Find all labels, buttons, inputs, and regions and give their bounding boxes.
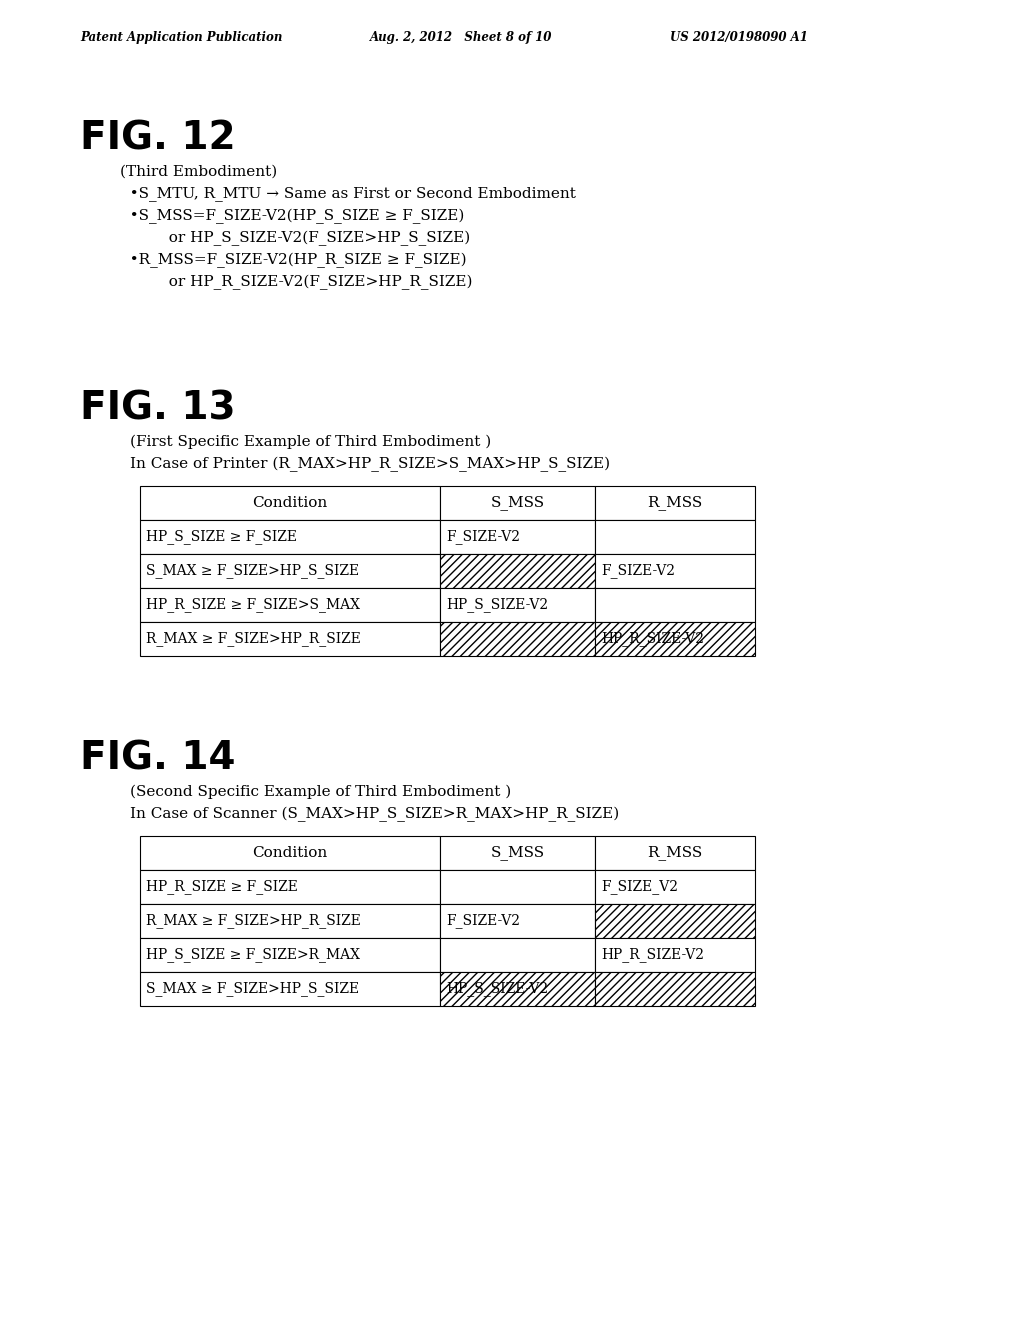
Text: Aug. 2, 2012   Sheet 8 of 10: Aug. 2, 2012 Sheet 8 of 10	[370, 32, 552, 45]
Text: S_MAX ≥ F_SIZE>HP_S_SIZE: S_MAX ≥ F_SIZE>HP_S_SIZE	[146, 564, 359, 578]
Text: FIG. 12: FIG. 12	[80, 120, 236, 158]
Text: F_SIZE-V2: F_SIZE-V2	[446, 913, 520, 928]
Bar	[595, 904, 755, 939]
Text: HP_R_SIZE ≥ F_SIZE>S_MAX: HP_R_SIZE ≥ F_SIZE>S_MAX	[146, 598, 360, 612]
Bar	[440, 870, 595, 904]
Text: R_MSS: R_MSS	[647, 846, 702, 861]
Text: S_MAX ≥ F_SIZE>HP_S_SIZE: S_MAX ≥ F_SIZE>HP_S_SIZE	[146, 982, 359, 997]
Bar	[595, 939, 755, 972]
Text: FIG. 13: FIG. 13	[80, 389, 236, 428]
Text: Condition: Condition	[252, 496, 328, 510]
Bar	[440, 836, 595, 870]
Text: F_SIZE-V2: F_SIZE-V2	[601, 564, 675, 578]
Text: •S_MSS=F_SIZE-V2(HP_S_SIZE ≥ F_SIZE): •S_MSS=F_SIZE-V2(HP_S_SIZE ≥ F_SIZE)	[120, 209, 464, 223]
Bar	[595, 554, 755, 587]
Text: HP_S_SIZE-V2: HP_S_SIZE-V2	[446, 982, 548, 997]
Bar	[595, 972, 755, 1006]
Text: •S_MTU, R_MTU → Same as First or Second Embodiment: •S_MTU, R_MTU → Same as First or Second …	[120, 186, 575, 202]
Text: Patent Application Publication: Patent Application Publication	[80, 32, 283, 45]
Text: In Case of Scanner (S_MAX>HP_S_SIZE>R_MAX>HP_R_SIZE): In Case of Scanner (S_MAX>HP_S_SIZE>R_MA…	[130, 807, 620, 821]
Bar	[440, 622, 595, 656]
Text: HP_S_SIZE ≥ F_SIZE>R_MAX: HP_S_SIZE ≥ F_SIZE>R_MAX	[146, 948, 360, 962]
Bar	[440, 939, 595, 972]
Text: US 2012/0198090 A1: US 2012/0198090 A1	[670, 32, 808, 45]
Text: •R_MSS=F_SIZE-V2(HP_R_SIZE ≥ F_SIZE): •R_MSS=F_SIZE-V2(HP_R_SIZE ≥ F_SIZE)	[120, 252, 467, 268]
Text: HP_R_SIZE-V2: HP_R_SIZE-V2	[601, 948, 705, 962]
Bar	[595, 622, 755, 656]
Text: R_MSS: R_MSS	[647, 495, 702, 511]
Bar	[140, 939, 440, 972]
Text: R_MAX ≥ F_SIZE>HP_R_SIZE: R_MAX ≥ F_SIZE>HP_R_SIZE	[146, 913, 360, 928]
Bar	[140, 622, 440, 656]
Text: F_SIZE-V2: F_SIZE-V2	[446, 529, 520, 544]
Bar	[140, 904, 440, 939]
Text: or HP_S_SIZE-V2(F_SIZE>HP_S_SIZE): or HP_S_SIZE-V2(F_SIZE>HP_S_SIZE)	[120, 231, 470, 246]
Text: (Third Embodiment): (Third Embodiment)	[120, 165, 278, 180]
Text: FIG. 14: FIG. 14	[80, 741, 236, 777]
Text: In Case of Printer (R_MAX>HP_R_SIZE>S_MAX>HP_S_SIZE): In Case of Printer (R_MAX>HP_R_SIZE>S_MA…	[130, 457, 610, 471]
Bar	[595, 836, 755, 870]
Text: (Second Specific Example of Third Embodiment ): (Second Specific Example of Third Embodi…	[130, 785, 511, 799]
Text: S_MSS: S_MSS	[490, 846, 545, 861]
Bar	[140, 870, 440, 904]
Bar	[440, 972, 595, 1006]
Text: (First Specific Example of Third Embodiment ): (First Specific Example of Third Embodim…	[130, 434, 492, 449]
Bar	[140, 587, 440, 622]
Bar	[440, 486, 595, 520]
Bar	[595, 587, 755, 622]
Text: or HP_R_SIZE-V2(F_SIZE>HP_R_SIZE): or HP_R_SIZE-V2(F_SIZE>HP_R_SIZE)	[120, 275, 472, 289]
Text: Condition: Condition	[252, 846, 328, 861]
Text: S_MSS: S_MSS	[490, 495, 545, 511]
Text: HP_R_SIZE ≥ F_SIZE: HP_R_SIZE ≥ F_SIZE	[146, 879, 298, 895]
Bar	[440, 587, 595, 622]
Bar	[440, 520, 595, 554]
Bar	[140, 486, 440, 520]
Text: R_MAX ≥ F_SIZE>HP_R_SIZE: R_MAX ≥ F_SIZE>HP_R_SIZE	[146, 631, 360, 647]
Bar	[440, 554, 595, 587]
Bar	[595, 486, 755, 520]
Text: HP_S_SIZE-V2: HP_S_SIZE-V2	[446, 598, 548, 612]
Bar	[595, 870, 755, 904]
Bar	[140, 836, 440, 870]
Text: HP_S_SIZE ≥ F_SIZE: HP_S_SIZE ≥ F_SIZE	[146, 529, 297, 544]
Bar	[440, 904, 595, 939]
Bar	[140, 554, 440, 587]
Bar	[140, 972, 440, 1006]
Bar	[140, 520, 440, 554]
Text: HP_R_SIZE-V2: HP_R_SIZE-V2	[601, 631, 705, 647]
Text: F_SIZE_V2: F_SIZE_V2	[601, 879, 678, 895]
Bar	[595, 520, 755, 554]
